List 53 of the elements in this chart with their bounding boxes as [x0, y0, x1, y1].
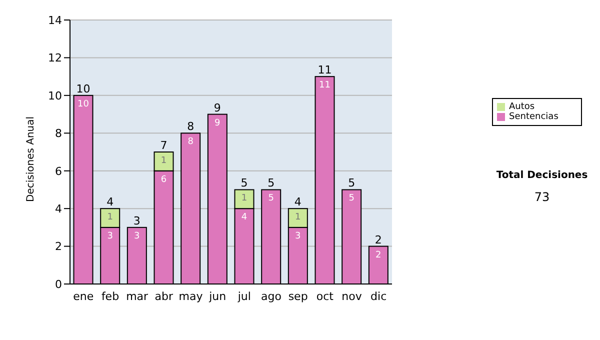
data-label: 5: [268, 194, 274, 204]
y-tick-label: 10: [48, 89, 62, 102]
data-label: 5: [348, 194, 354, 204]
data-label: 3: [295, 231, 301, 242]
x-tick-label: nov: [342, 290, 362, 303]
data-label: 8: [188, 137, 194, 148]
total-label: 9: [214, 101, 221, 114]
data-label: 1: [107, 212, 113, 223]
total-label: 4: [294, 196, 302, 209]
x-tick-label: jul: [236, 290, 251, 303]
x-tick-label: ago: [261, 290, 282, 303]
legend-label: Sentencias: [509, 112, 558, 122]
total-label: 11: [318, 64, 332, 77]
legend-label: Autos: [509, 102, 535, 112]
data-label: 3: [107, 231, 113, 242]
x-tick-label: abr: [154, 290, 174, 303]
x-tick-label: ene: [73, 290, 94, 303]
total-label: 10: [76, 82, 90, 96]
total-label: 8: [187, 120, 194, 134]
y-tick-label: 12: [48, 52, 62, 65]
total-label: 5: [348, 176, 356, 190]
data-label: 1: [160, 156, 167, 166]
y-tick-label: 14: [48, 14, 62, 27]
data-label: 2: [376, 250, 382, 260]
x-tick-label: may: [178, 290, 204, 303]
data-label: 10: [78, 99, 90, 110]
total-label: 7: [160, 139, 168, 152]
y-tick-label: 0: [55, 278, 62, 291]
data-label: 1: [295, 212, 301, 223]
data-label: 4: [241, 212, 248, 223]
y-tick-label: 2: [55, 240, 62, 254]
data-label: 11: [319, 80, 330, 91]
y-tick-label: 6: [55, 164, 62, 178]
x-tick-label: oct: [316, 290, 334, 303]
data-label: 6: [160, 174, 167, 185]
data-label: 1: [241, 194, 248, 204]
y-tick-label: 8: [55, 127, 62, 140]
y-tick-label: 4: [55, 202, 62, 216]
data-label: 3: [134, 231, 140, 242]
text: 73: [533, 190, 551, 204]
x-tick-label: feb: [101, 290, 120, 303]
total-label: 4: [106, 196, 114, 209]
x-tick-label: mar: [126, 290, 149, 303]
y-axis-title: Decisiones Anual: [26, 116, 37, 202]
total-label: 2: [374, 233, 382, 246]
data-label: 9: [214, 118, 221, 128]
total-label: 5: [240, 176, 248, 190]
x-tick-label: sep: [288, 290, 308, 303]
x-tick-label: jun: [208, 290, 226, 303]
x-tick-label: dic: [370, 290, 387, 303]
text: Total Decisiones: [495, 170, 589, 181]
total-label: 5: [268, 176, 275, 190]
total-label: 3: [133, 214, 140, 228]
